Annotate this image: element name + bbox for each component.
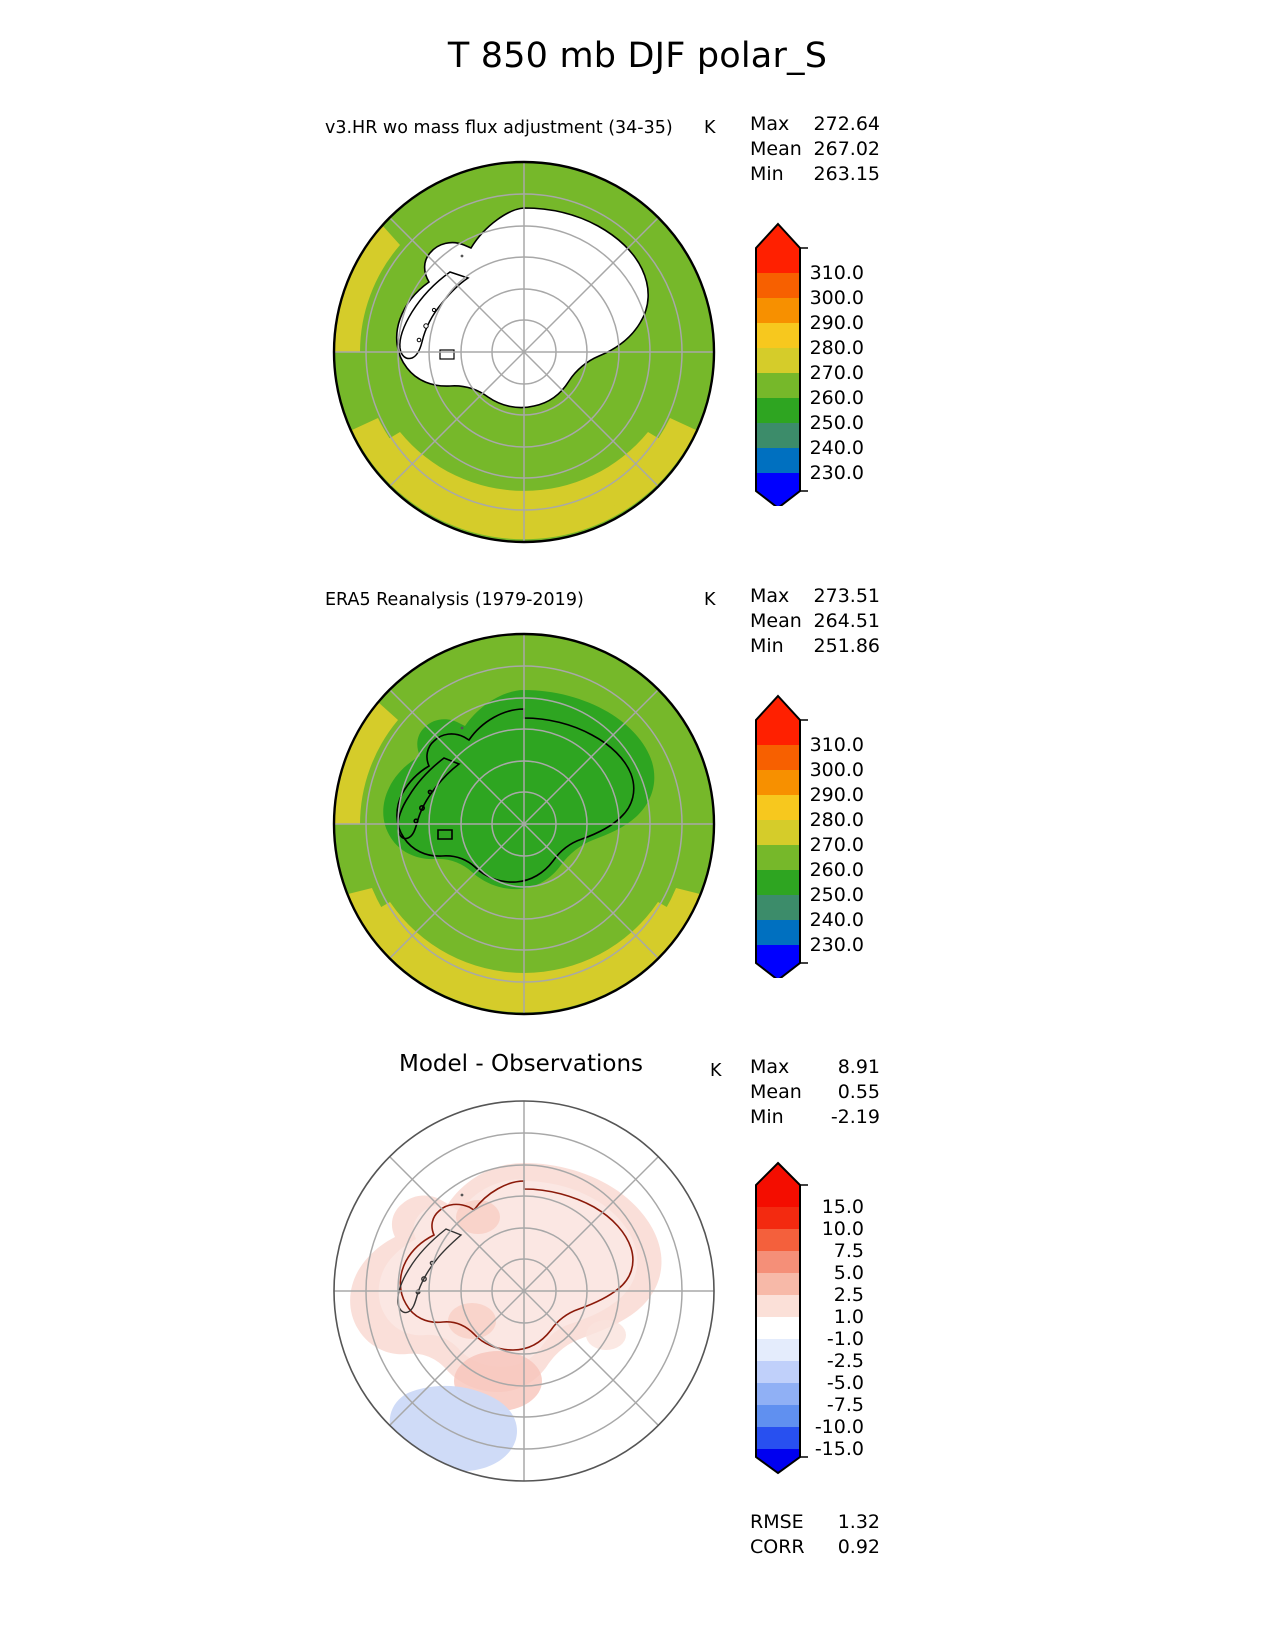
panel-units-model: K	[704, 118, 716, 138]
polar-map-difference	[322, 1089, 726, 1493]
panel-title-model: v3.HR wo mass flux adjustment (34-35)	[325, 118, 673, 138]
stat-row-min: Min -2.19	[750, 1106, 880, 1128]
metrics-difference: RMSE 1.32 CORR 0.92	[750, 1510, 880, 1560]
colorbar-model: 310.0 300.0 290.0 280.0 270.0 260.0 250.…	[748, 216, 898, 506]
stat-row-mean: Mean 264.51	[750, 610, 880, 632]
stats-observations: Max 273.51 Mean 264.51 Min 251.86	[750, 584, 880, 659]
stat-row-min: Min 251.86	[750, 635, 880, 657]
stats-model: Max 272.64 Mean 267.02 Min 263.15	[750, 112, 880, 187]
page-title: T 850 mb DJF polar_S	[447, 36, 828, 76]
graticule-meridians	[334, 1101, 714, 1481]
graticule-meridians	[334, 634, 714, 1014]
stat-row-max: Max 272.64	[750, 113, 880, 135]
graticule-meridians	[334, 162, 714, 542]
colorbar-svg-difference	[755, 1161, 808, 1475]
panel-title-observations: ERA5 Reanalysis (1979-2019)	[325, 590, 584, 610]
polar-map-svg-difference	[333, 1100, 715, 1482]
polar-map-svg-model	[332, 160, 716, 544]
stats-difference: Max 8.91 Mean 0.55 Min -2.19	[750, 1055, 880, 1130]
polar-map-svg-observations	[332, 632, 716, 1016]
stat-row-mean: Mean 267.02	[750, 138, 880, 160]
polar-map-model	[322, 150, 726, 554]
antarctica-landmass	[395, 207, 649, 409]
colorbar-svg-observations	[755, 694, 808, 978]
polar-map-observations	[322, 622, 726, 1026]
stat-row-max: Max 8.91	[750, 1056, 880, 1078]
colorbar-observations: 310.0 300.0 290.0 280.0 270.0 260.0 250.…	[748, 688, 898, 978]
panel-title-difference: Model - Observations	[399, 1051, 644, 1077]
antarctica-coastline	[399, 1180, 634, 1351]
stat-row-max: Max 273.51	[750, 585, 880, 607]
metric-row-rmse: RMSE 1.32	[750, 1511, 880, 1533]
metric-row-corr: CORR 0.92	[750, 1536, 880, 1558]
colorbar-difference: 15.0 10.0 7.5 5.0 2.5 1.0 -1.0 -2.5 -5.0…	[748, 1155, 898, 1475]
panel-units-difference: K	[710, 1061, 722, 1081]
stat-row-min: Min 263.15	[750, 163, 880, 185]
colorbar-svg-model	[755, 222, 808, 506]
stat-row-mean: Mean 0.55	[750, 1081, 880, 1103]
panel-units-observations: K	[704, 590, 716, 610]
